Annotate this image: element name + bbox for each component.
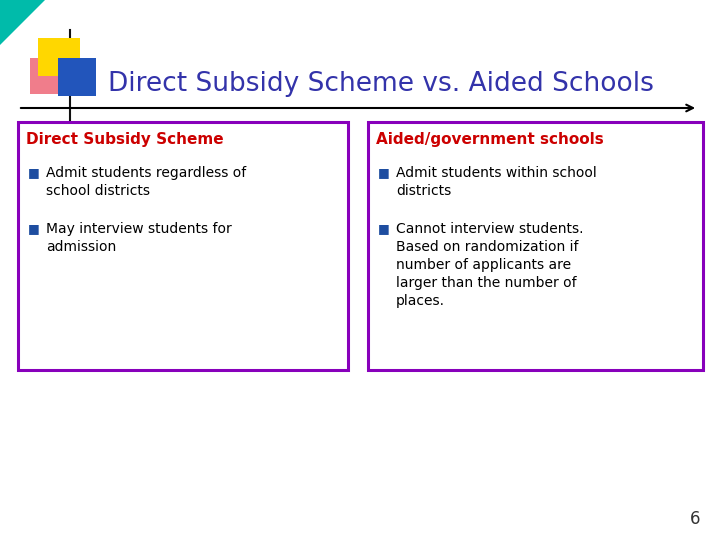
Text: ■: ■ <box>28 166 40 179</box>
Text: Aided/government schools: Aided/government schools <box>376 132 604 147</box>
Text: admission: admission <box>46 240 116 254</box>
FancyBboxPatch shape <box>18 122 348 370</box>
FancyBboxPatch shape <box>38 38 80 76</box>
Text: larger than the number of: larger than the number of <box>396 276 577 290</box>
FancyBboxPatch shape <box>368 122 703 370</box>
Text: districts: districts <box>396 184 451 198</box>
Text: ■: ■ <box>378 222 390 235</box>
Text: Cannot interview students.: Cannot interview students. <box>396 222 583 236</box>
Text: Admit students within school: Admit students within school <box>396 166 597 180</box>
Text: Based on randomization if: Based on randomization if <box>396 240 578 254</box>
Text: May interview students for: May interview students for <box>46 222 232 236</box>
Text: places.: places. <box>396 294 445 308</box>
Text: Direct Subsidy Scheme: Direct Subsidy Scheme <box>26 132 224 147</box>
FancyBboxPatch shape <box>30 58 72 94</box>
FancyBboxPatch shape <box>58 58 96 96</box>
Text: Direct Subsidy Scheme vs. Aided Schools: Direct Subsidy Scheme vs. Aided Schools <box>108 71 654 97</box>
Text: number of applicants are: number of applicants are <box>396 258 571 272</box>
Polygon shape <box>0 0 45 45</box>
Text: ■: ■ <box>28 222 40 235</box>
Text: school districts: school districts <box>46 184 150 198</box>
Text: ■: ■ <box>378 166 390 179</box>
Text: 6: 6 <box>690 510 700 528</box>
Text: Admit students regardless of: Admit students regardless of <box>46 166 246 180</box>
